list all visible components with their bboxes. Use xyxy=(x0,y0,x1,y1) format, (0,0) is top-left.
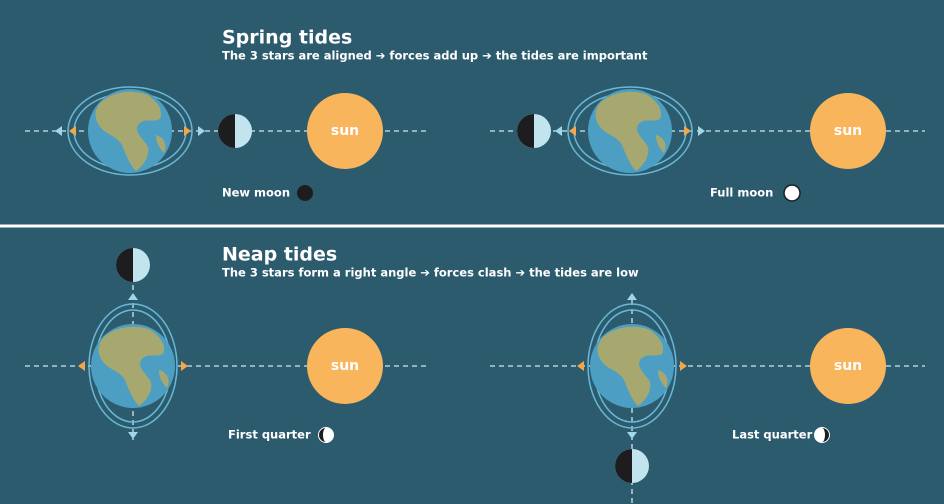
moon-shadow xyxy=(218,114,235,148)
arrow xyxy=(577,361,584,371)
arrow xyxy=(128,432,138,439)
sun xyxy=(307,93,383,169)
earth-group xyxy=(555,86,705,176)
arrow xyxy=(684,126,691,136)
sun-label: sun xyxy=(834,123,862,139)
sun-label: sun xyxy=(834,358,862,374)
sun-label: sun xyxy=(331,358,359,374)
earth-group xyxy=(577,293,687,439)
land xyxy=(95,91,166,171)
tide-bulge xyxy=(567,86,693,176)
phase-label: New moon xyxy=(222,186,290,200)
arrow xyxy=(128,293,138,300)
earth-group xyxy=(55,86,205,176)
phase-icon xyxy=(783,184,801,202)
phase-shadow xyxy=(319,428,326,442)
moon-shadow xyxy=(116,248,133,282)
arrow xyxy=(627,293,637,300)
section-title: Neap tides xyxy=(222,244,337,266)
sun xyxy=(307,328,383,404)
arrow xyxy=(181,361,188,371)
arrow xyxy=(184,126,191,136)
sun xyxy=(810,328,886,404)
tide-bulge xyxy=(587,303,677,429)
section-title: Spring tides xyxy=(222,27,352,49)
phase-label: First quarter xyxy=(228,428,311,442)
arrow xyxy=(627,432,637,439)
arrow xyxy=(569,126,576,136)
tide-bulge xyxy=(67,86,193,176)
section-subtitle: The 3 stars form a right angle ➔ forces … xyxy=(222,266,639,280)
earth-group xyxy=(78,293,188,439)
sun xyxy=(810,93,886,169)
arrow xyxy=(555,126,562,136)
phase-icon xyxy=(297,185,313,201)
land xyxy=(597,326,668,406)
section-subtitle: The 3 stars are aligned ➔ forces add up … xyxy=(222,49,648,63)
phase-shadow xyxy=(822,428,829,442)
sun-label: sun xyxy=(331,123,359,139)
phase-label: Last quarter xyxy=(732,428,813,442)
land xyxy=(595,91,666,171)
arrow xyxy=(78,361,85,371)
arrow xyxy=(698,126,705,136)
tide-bulge xyxy=(88,303,178,429)
phase-label: Full moon xyxy=(710,186,773,200)
moon-shadow xyxy=(517,114,534,148)
moon-shadow xyxy=(615,449,632,483)
arrow xyxy=(69,126,76,136)
arrow xyxy=(198,126,205,136)
land xyxy=(98,326,169,406)
arrow xyxy=(55,126,62,136)
arrow xyxy=(680,361,687,371)
